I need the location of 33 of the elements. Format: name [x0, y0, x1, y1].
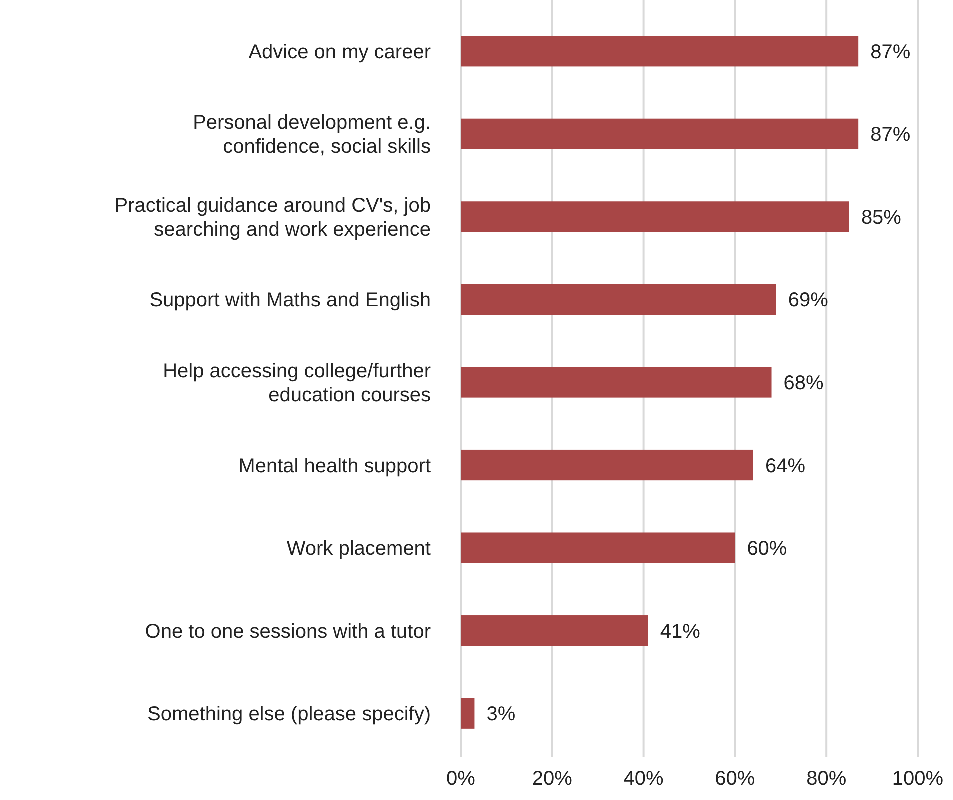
bar: [461, 698, 475, 729]
data-label: 85%: [861, 206, 902, 229]
data-label: 87%: [870, 41, 911, 64]
bar: [461, 532, 736, 564]
data-label: 64%: [765, 455, 806, 478]
y-tick-label: Work placement: [286, 538, 432, 560]
data-label: 68%: [784, 372, 824, 394]
data-label: 60%: [747, 538, 788, 560]
x-tick-label: 40%: [624, 768, 664, 790]
bar: [461, 284, 776, 316]
x-tick-label: 100%: [892, 768, 944, 790]
data-label: 87%: [870, 124, 911, 146]
x-tick-label: 20%: [532, 768, 573, 790]
data-label: 69%: [788, 290, 829, 312]
y-tick-label: One to one sessions with a tutor: [145, 620, 432, 643]
bar: [461, 450, 754, 481]
data-label: 41%: [660, 620, 701, 643]
bar: [461, 118, 859, 150]
bar: [461, 367, 772, 398]
bar: [461, 36, 859, 67]
x-tick-label: 80%: [806, 768, 847, 790]
x-tick-label: 60%: [715, 768, 756, 790]
y-tick-label: Support with Maths and English: [150, 290, 431, 312]
bar: [461, 616, 648, 646]
y-tick-label: Help accessing college/further education courses: [163, 360, 432, 406]
y-tick-label: Something else (please specify): [148, 704, 431, 726]
data-label: 3%: [486, 704, 516, 726]
y-tick-label: Practical guidance around CV's, job searching and work experience: [114, 194, 431, 241]
y-tick-label: Personal development e.g. confidence, social skills: [193, 112, 431, 158]
y-tick-label: Mental health support: [238, 455, 432, 478]
x-tick-label: 0%: [446, 768, 476, 790]
y-tick-label: Advice on my career: [248, 41, 432, 64]
bar: [461, 202, 850, 232]
